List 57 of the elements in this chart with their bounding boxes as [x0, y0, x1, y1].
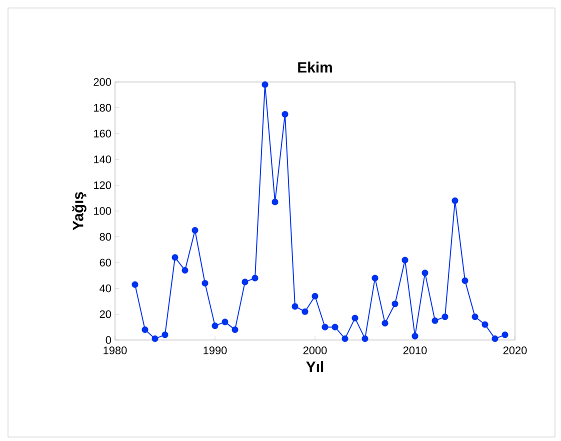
x-tick-label: 1990: [204, 346, 227, 354]
y-tick-label: 20: [100, 310, 112, 318]
point: [282, 110, 288, 118]
point: [222, 318, 228, 326]
y-tick-label: 120: [94, 181, 112, 190]
point: [402, 256, 408, 264]
x-tick-label: 2020: [503, 346, 527, 354]
point: [262, 81, 268, 88]
x-tick-label: 2010: [403, 346, 427, 354]
point: [502, 332, 508, 338]
point: [272, 198, 278, 206]
point: [392, 300, 398, 308]
point: [252, 274, 258, 282]
y-tick-label: 200: [94, 78, 112, 86]
x-tick-label: 1980: [104, 346, 127, 354]
point: [142, 326, 148, 333]
point: [332, 324, 338, 330]
y-axis-title: Yağış: [72, 192, 86, 230]
y-tick-label: 140: [94, 156, 112, 164]
point: [192, 227, 198, 234]
point: [202, 280, 208, 287]
chart-title: Ekim: [298, 62, 332, 72]
y-tick-label: 40: [100, 284, 112, 292]
point: [482, 321, 488, 328]
point: [162, 332, 168, 338]
point: [292, 303, 298, 310]
y-tick-label: 180: [94, 104, 112, 112]
point: [232, 326, 238, 333]
point: [422, 270, 428, 276]
point: [152, 335, 158, 342]
point: [432, 317, 438, 324]
y-tick-label: 100: [94, 207, 112, 215]
point: [442, 313, 448, 320]
point: [312, 292, 318, 300]
point: [382, 320, 388, 327]
point: [352, 314, 358, 322]
x-axis-title: Yıl: [306, 361, 324, 372]
point: [302, 308, 308, 315]
y-tick-label: 160: [94, 130, 112, 138]
y-tick-label: 0: [106, 336, 112, 344]
y-tick-label: 60: [100, 258, 112, 266]
point: [472, 313, 478, 320]
point: [322, 324, 328, 330]
point: [462, 277, 468, 284]
point: [182, 267, 188, 274]
point: [172, 254, 178, 261]
point: [452, 197, 458, 204]
x-tick-label: 2000: [303, 346, 327, 354]
point: [362, 335, 368, 342]
point: [492, 335, 498, 342]
point: [132, 281, 138, 288]
point: [412, 332, 418, 340]
point: [212, 322, 218, 330]
point: [372, 274, 378, 282]
point: [342, 335, 348, 342]
y-tick-label: 80: [100, 232, 112, 241]
point: [242, 278, 248, 286]
